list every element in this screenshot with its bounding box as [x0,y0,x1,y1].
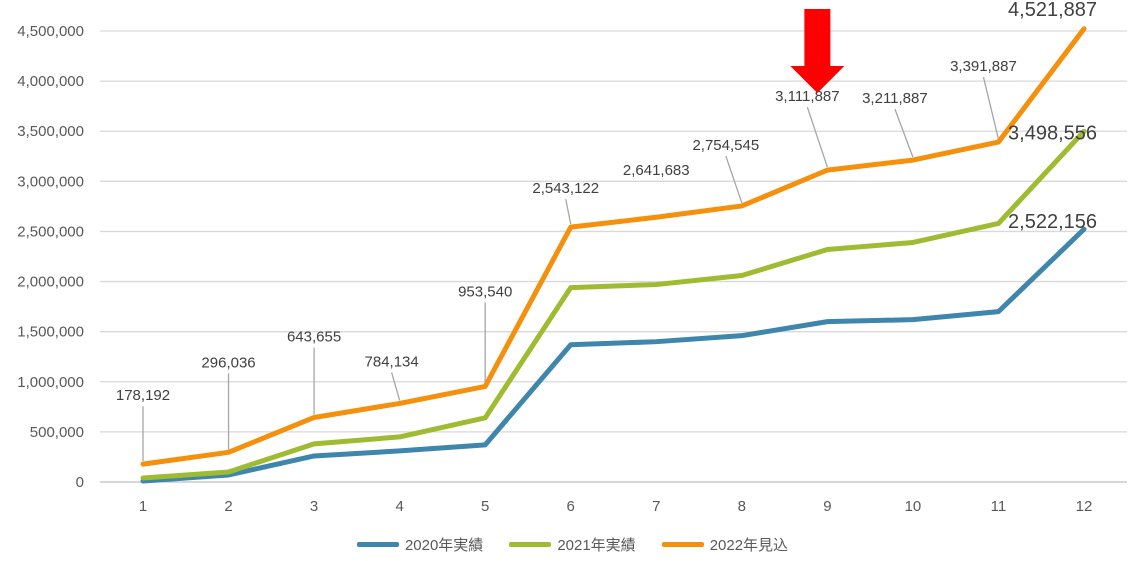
x-tick-label: 9 [823,498,831,515]
y-tick-label: 2,500,000 [17,223,84,240]
x-tick-label: 12 [1076,498,1093,515]
x-tick-label: 8 [738,498,746,515]
y-axis-ticks: 0 500,000 1,000,000 1,500,000 2,000,000 2,500… [17,23,84,491]
x-tick-label: 10 [905,498,922,515]
data-label: 296,036 [201,354,255,371]
x-tick-label: 1 [139,498,147,515]
data-label: 3,211,887 [862,90,928,107]
label-leader-line [806,106,828,168]
data-label: 2,522,156 [1008,211,1097,233]
legend-swatch-2020 [356,542,399,547]
y-tick-label: 0 [76,474,84,491]
data-label: 4,521,887 [1008,0,1097,21]
annotation [790,9,845,93]
label-leader-line [982,76,1000,140]
label-leader-lines [142,76,1000,462]
legend-item-2020: 2020年実績 [356,534,484,555]
x-tick-label: 7 [652,498,660,515]
y-tick-label: 500,000 [30,424,84,441]
data-label: 3,111,887 [775,88,840,105]
series-line-2 [140,128,1087,481]
x-tick-label: 11 [991,498,1007,515]
data-label: 2,754,545 [692,137,759,154]
legend-swatch-2022 [661,542,704,547]
data-label: 643,655 [287,328,341,345]
gridlines [100,30,1127,483]
data-label: 2,641,683 [623,162,690,179]
data-label: 178,192 [116,387,170,404]
legend-item-2021: 2021年実績 [509,534,636,555]
x-tick-label: 3 [310,498,318,515]
legend-label-2022: 2022年見込 [709,537,789,554]
legend-label-2021: 2021年実績 [557,537,636,554]
data-label: 3,498,556 [1008,122,1097,144]
x-tick-label: 6 [567,498,575,515]
x-tick-label: 2 [224,498,232,515]
legend-label-2020: 2020年実績 [404,537,484,554]
series-line-3 [140,26,1087,467]
series-line-1 [140,226,1087,484]
y-tick-label: 3,500,000 [17,123,84,140]
data-label: 784,134 [365,353,419,370]
data-labels: 2,522,156 3,498,556 178,192 296,036 643,655 7… [116,0,1097,404]
y-tick-label: 2,000,000 [17,274,84,291]
line-chart: 0 500,000 1,000,000 1,500,000 2,000,000 2,500… [17,0,1127,515]
data-label: 3,391,887 [950,58,1017,75]
series-lines [140,26,1087,484]
legend-swatch-2021 [509,542,552,547]
x-tick-label: 4 [395,498,403,515]
label-leader-line [725,155,743,204]
legend: 2020年実績 2021年実績 2022年見込 [0,534,1145,555]
y-tick-label: 3,000,000 [17,173,84,190]
data-label: 953,540 [458,283,512,300]
label-leader-line [565,198,572,225]
legend-item-2022: 2022年見込 [661,534,789,555]
label-leader-line [894,108,914,158]
y-tick-label: 1,500,000 [17,324,84,341]
label-leader-line [391,372,401,401]
data-label: 2,543,122 [532,180,599,197]
x-axis-ticks: 1 2 3 4 5 6 7 8 9 10 11 12 [139,498,1093,515]
y-tick-label: 4,000,000 [17,73,84,90]
x-tick-label: 5 [481,498,489,515]
red-down-arrow-icon [790,9,845,93]
y-tick-label: 4,500,000 [17,23,84,40]
y-tick-label: 1,000,000 [17,374,84,391]
